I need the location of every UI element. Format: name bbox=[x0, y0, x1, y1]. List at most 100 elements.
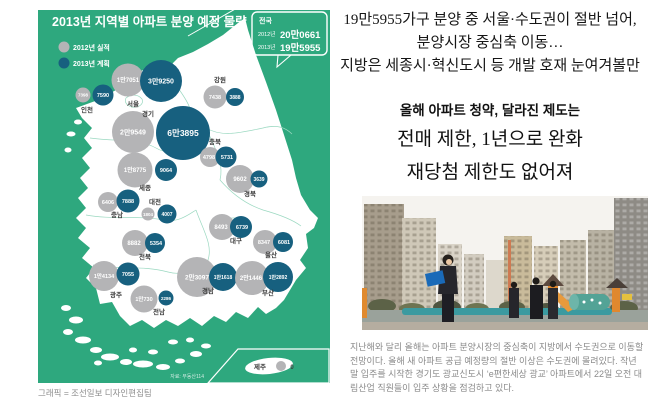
article-subhead: 올해 아파트 청약, 달라진 제도는 bbox=[399, 103, 581, 118]
svg-text:인천: 인천 bbox=[81, 105, 93, 114]
svg-text:8493: 8493 bbox=[214, 225, 228, 231]
svg-text:전남: 전남 bbox=[153, 307, 165, 316]
region-jeonnam: 1만730 2286 전남 bbox=[130, 285, 174, 316]
svg-text:5354: 5354 bbox=[150, 241, 163, 247]
infographic-title: 2013년 지역별 아파트 분양 예정 물량 bbox=[52, 14, 247, 29]
region-gangwon: 7438 3888 강원 bbox=[203, 75, 244, 109]
legend: 2012년 실적 2013년 계획 bbox=[58, 41, 110, 69]
blue-folder bbox=[424, 270, 446, 287]
region-sejong: 1만8775 9064 세종 bbox=[117, 152, 177, 192]
region-seoul: 1만7051 3만9250 서울 bbox=[111, 60, 182, 108]
svg-text:1만8775: 1만8775 bbox=[124, 166, 147, 174]
svg-text:7055: 7055 bbox=[122, 272, 134, 278]
islands bbox=[61, 119, 211, 370]
national-callout: 전국 2012년 20만0661 2013년 19만5955 bbox=[251, 11, 328, 69]
region-daejeon: 1804 4007 대전 bbox=[141, 197, 177, 224]
svg-text:충북: 충북 bbox=[209, 137, 221, 146]
svg-text:부산: 부산 bbox=[262, 288, 274, 297]
jeju-value: 0 bbox=[290, 365, 294, 371]
map-infographic: 2013년 지역별 아파트 분양 예정 물량 2012년 실적 2013년 계획… bbox=[38, 3, 330, 384]
headline-line-2: 분양시장 중심축 이동… bbox=[416, 35, 564, 51]
svg-text:7438: 7438 bbox=[209, 95, 221, 101]
people bbox=[424, 254, 558, 322]
svg-text:전북: 전북 bbox=[139, 252, 151, 261]
graphic-credit: 그래픽 = 조선일보 디자인편집팀 bbox=[38, 388, 152, 398]
region-daegu: 8493 6739 대구 bbox=[209, 214, 252, 245]
svg-text:3639: 3639 bbox=[253, 177, 264, 183]
national-value-2012: 20만0661 bbox=[280, 29, 321, 41]
svg-text:9602: 9602 bbox=[233, 177, 247, 183]
legend-label-2012: 2012년 실적 bbox=[73, 43, 110, 52]
svg-text:1만7051: 1만7051 bbox=[117, 76, 140, 84]
national-value-2013: 19만5955 bbox=[280, 42, 321, 54]
national-year-2012: 2012년 bbox=[258, 30, 275, 38]
sand-strip bbox=[362, 322, 648, 330]
legend-label-2013: 2013년 계획 bbox=[73, 59, 110, 68]
svg-text:경북: 경북 bbox=[244, 189, 256, 198]
svg-text:경남: 경남 bbox=[202, 286, 214, 295]
svg-text:대구: 대구 bbox=[230, 236, 242, 245]
svg-text:제주: 제주 bbox=[254, 362, 266, 371]
svg-text:2만1446: 2만1446 bbox=[240, 274, 263, 282]
svg-text:4798: 4798 bbox=[203, 155, 215, 161]
svg-text:8347: 8347 bbox=[258, 240, 270, 246]
photo-caption: 지난해와 달리 올해는 아파트 분양시장의 중심축이 지방에서 수도권으로 이동… bbox=[350, 342, 644, 393]
apartment-towers bbox=[364, 198, 648, 312]
legend-dot-2013 bbox=[58, 57, 70, 69]
svg-text:7398: 7398 bbox=[78, 93, 89, 98]
svg-text:5731: 5731 bbox=[221, 155, 233, 161]
article-column: 19만5955가구 분양 중 서울·수도권이 절반 넘어, 분양시장 중심축 이… bbox=[330, 0, 650, 404]
svg-text:강원: 강원 bbox=[214, 75, 226, 84]
region-chungbuk: 4798 5731 충북 bbox=[200, 137, 237, 168]
svg-text:울산: 울산 bbox=[265, 250, 277, 259]
region-incheon: 7398 7590 인천 bbox=[75, 84, 114, 114]
svg-text:6만3895: 6만3895 bbox=[167, 128, 199, 138]
svg-text:7888: 7888 bbox=[122, 199, 134, 205]
region-gyeonggi: 2만9549 6만3895 경기 bbox=[112, 106, 210, 160]
playground-mat bbox=[402, 308, 612, 315]
region-ulsan: 8347 6081 울산 bbox=[253, 230, 293, 259]
region-gyeongnam: 2만3097 1만1618 경남 bbox=[177, 257, 237, 297]
svg-text:3888: 3888 bbox=[229, 95, 240, 101]
svg-text:6081: 6081 bbox=[278, 240, 290, 246]
svg-text:경기: 경기 bbox=[142, 109, 154, 118]
region-gwangju: 1만4134 7055 광주 bbox=[89, 261, 140, 299]
article-photo bbox=[362, 196, 648, 330]
svg-text:9064: 9064 bbox=[160, 168, 173, 174]
jeju-dot bbox=[276, 361, 286, 371]
svg-text:1만4134: 1만4134 bbox=[94, 272, 115, 280]
svg-text:8882: 8882 bbox=[127, 241, 141, 247]
svg-text:6739: 6739 bbox=[236, 225, 248, 231]
source-note: 자료: 부동산114 bbox=[170, 373, 204, 380]
national-year-2013: 2013년 bbox=[258, 43, 275, 51]
svg-text:2286: 2286 bbox=[161, 296, 172, 301]
svg-text:3만9250: 3만9250 bbox=[148, 77, 174, 86]
svg-text:1만730: 1만730 bbox=[135, 295, 152, 303]
svg-text:6406: 6406 bbox=[102, 200, 114, 206]
svg-text:1만1618: 1만1618 bbox=[214, 274, 233, 281]
jeju-inset: 제주 0 bbox=[206, 348, 330, 384]
deck-line-2: 재당첨 제한도 없어져 bbox=[406, 162, 574, 183]
svg-text:대전: 대전 bbox=[149, 197, 161, 206]
svg-text:4007: 4007 bbox=[161, 212, 172, 218]
svg-text:세종: 세종 bbox=[139, 183, 151, 192]
svg-text:1만2892: 1만2892 bbox=[269, 274, 288, 281]
svg-text:2만3097: 2만3097 bbox=[185, 273, 209, 282]
article-headline: 19만5955가구 분양 중 서울·수도권이 절반 넘어, 분양시장 중심축 이… bbox=[332, 9, 648, 78]
svg-text:7590: 7590 bbox=[97, 93, 109, 99]
legend-dot-2012 bbox=[58, 41, 70, 53]
region-busan: 2만1446 1만2892 부산 bbox=[235, 261, 293, 297]
region-gyeongbuk: 9602 3639 경북 bbox=[226, 165, 268, 198]
korea-map: 2013년 지역별 아파트 분양 예정 물량 2012년 실적 2013년 계획… bbox=[38, 3, 330, 384]
headline-line-3: 지방은 세종시·혁신도시 등 개발 호재 눈여겨볼만 bbox=[340, 58, 640, 74]
callout-pointer bbox=[276, 54, 292, 69]
svg-text:광주: 광주 bbox=[110, 290, 122, 299]
svg-text:충남: 충남 bbox=[111, 210, 123, 219]
headline-line-1: 19만5955가구 분양 중 서울·수도권이 절반 넘어, bbox=[343, 12, 637, 28]
region-chungnam: 6406 7888 충남 bbox=[98, 189, 140, 219]
national-label: 전국 bbox=[259, 16, 272, 25]
region-jeonbuk: 8882 5354 전북 bbox=[122, 230, 165, 261]
nk-coast-line bbox=[187, 3, 245, 37]
svg-text:1804: 1804 bbox=[143, 212, 154, 217]
deck-line-1: 전매 제한, 1년으로 완화 bbox=[397, 129, 583, 150]
